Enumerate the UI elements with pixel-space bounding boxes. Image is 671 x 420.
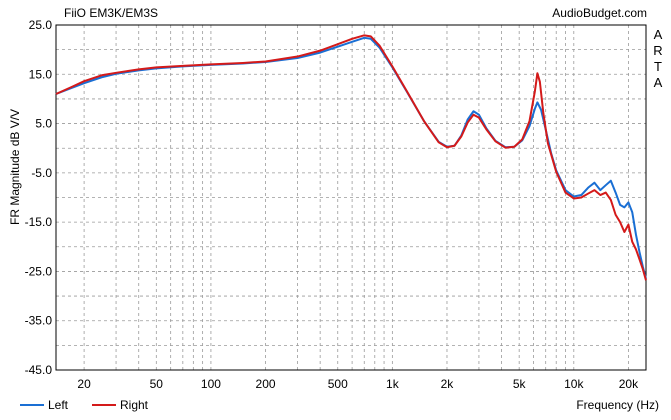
x-tick-label: 20k [619, 377, 639, 391]
legend-swatch-right [92, 404, 116, 406]
y-tick-label: 5.0 [35, 117, 52, 131]
y-tick-label: -5.0 [31, 166, 52, 180]
legend-item-right: Right [92, 398, 172, 412]
x-tick-label: 5k [513, 377, 527, 391]
x-tick-label: 100 [201, 377, 221, 391]
x-axis-label: Frequency (Hz) [576, 398, 659, 412]
legend-label-right: Right [120, 398, 149, 412]
arta-side-label: A R T A [650, 27, 666, 91]
series-line-right [55, 34, 647, 281]
legend-swatch-left [20, 404, 44, 406]
y-axis-label: FR Magnitude dB V/V [8, 108, 22, 225]
arta-letter: R [653, 43, 663, 58]
y-tick-label: -25.0 [25, 264, 53, 278]
x-tick-label: 500 [328, 377, 348, 391]
x-tick-label: 20 [77, 377, 91, 391]
y-tick-label: -15.0 [25, 215, 53, 229]
x-tick-label: 2k [441, 377, 455, 391]
x-tick-label: 50 [150, 377, 164, 391]
y-tick-label: -45.0 [25, 363, 53, 377]
y-tick-label: 25.0 [29, 18, 53, 32]
site-watermark: AudioBudget.com [552, 6, 647, 20]
x-tick-label: 1k [386, 377, 400, 391]
chart-title: FiiO EM3K/EM3S [64, 6, 159, 20]
legend-item-left: Left [20, 398, 100, 412]
legend-label-left: Left [48, 398, 69, 412]
arta-letter: T [654, 59, 662, 74]
arta-letter: A [653, 27, 663, 42]
x-tick-label: 10k [564, 377, 584, 391]
x-tick-label: 200 [256, 377, 276, 391]
y-tick-label: 15.0 [29, 67, 53, 81]
plot-frame [55, 24, 647, 371]
arta-letter: A [653, 75, 663, 90]
y-tick-label: -35.0 [25, 314, 53, 328]
